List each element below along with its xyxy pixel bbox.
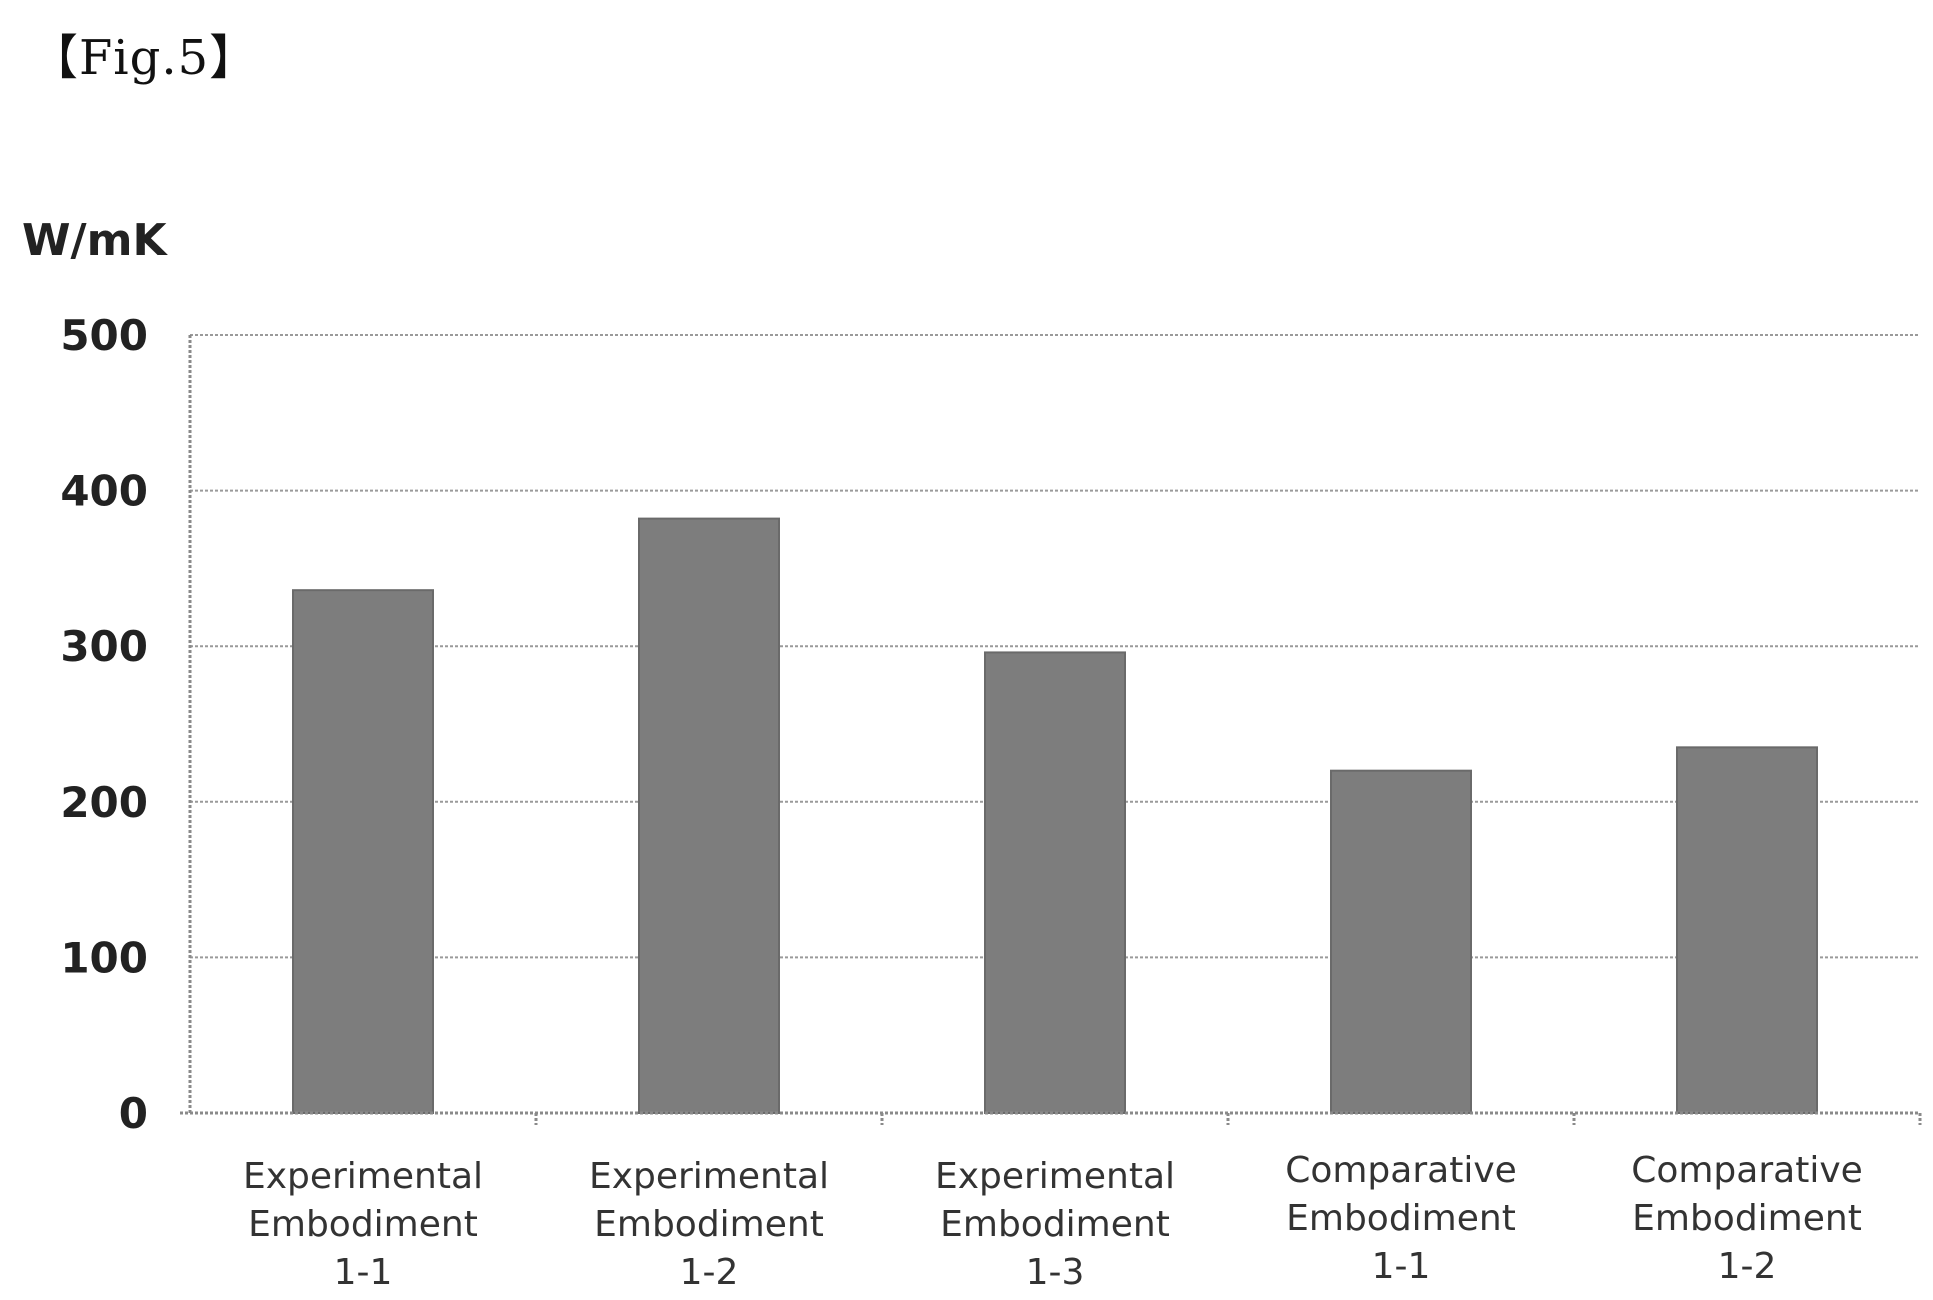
x-tick-label: Comparative Embodiment 1-2 bbox=[1631, 1150, 1863, 1287]
labels-layer: W/mK 0 100 200 300 400 500 Experimental Embodim… bbox=[22, 215, 1863, 1293]
x-tick-label-line: Embodiment bbox=[1286, 1198, 1516, 1239]
x-tick-label-line: 1-3 bbox=[1026, 1252, 1085, 1293]
bar-4 bbox=[1330, 769, 1472, 1114]
y-tick-label: 100 bbox=[60, 933, 148, 982]
figure-label: 【Fig.5】 bbox=[30, 30, 259, 86]
bar-2 bbox=[638, 517, 780, 1114]
x-tick-label-line: Embodiment bbox=[594, 1204, 824, 1245]
y-tick-label: 200 bbox=[60, 778, 148, 827]
x-tick-label-line: Experimental bbox=[589, 1156, 829, 1197]
x-tick-label-line: Embodiment bbox=[940, 1204, 1170, 1245]
x-tick-label-line: Embodiment bbox=[248, 1204, 478, 1245]
y-tick-label: 400 bbox=[60, 467, 148, 516]
x-tick-label: Comparative Embodiment 1-1 bbox=[1285, 1150, 1517, 1287]
bar-1 bbox=[292, 589, 434, 1114]
x-tick-label-line: Experimental bbox=[243, 1156, 483, 1197]
x-tick-label-line: Embodiment bbox=[1632, 1198, 1862, 1239]
bars-layer bbox=[292, 517, 1818, 1115]
x-tick-label-line: 1-2 bbox=[680, 1252, 739, 1293]
x-tick-label-line: 1-2 bbox=[1718, 1246, 1777, 1287]
y-tick-label: 300 bbox=[60, 622, 148, 671]
y-tick-label: 500 bbox=[60, 311, 148, 360]
x-tick-label: Experimental Embodiment 1-1 bbox=[243, 1156, 483, 1293]
x-tick-label: Experimental Embodiment 1-2 bbox=[589, 1156, 829, 1293]
x-tick-label-line: 1-1 bbox=[334, 1252, 393, 1293]
y-axis-label: W/mK bbox=[22, 215, 168, 266]
x-tick-label-line: Experimental bbox=[935, 1156, 1175, 1197]
x-tick-label: Experimental Embodiment 1-3 bbox=[935, 1156, 1175, 1293]
bar-5 bbox=[1676, 746, 1818, 1115]
x-tick-label-line: Comparative bbox=[1631, 1150, 1863, 1191]
x-tick-label-line: Comparative bbox=[1285, 1150, 1517, 1191]
bar-3 bbox=[984, 651, 1126, 1114]
axis-layer bbox=[180, 335, 1922, 1125]
x-tick-label-line: 1-1 bbox=[1372, 1246, 1431, 1287]
y-tick-label: 0 bbox=[119, 1089, 148, 1138]
